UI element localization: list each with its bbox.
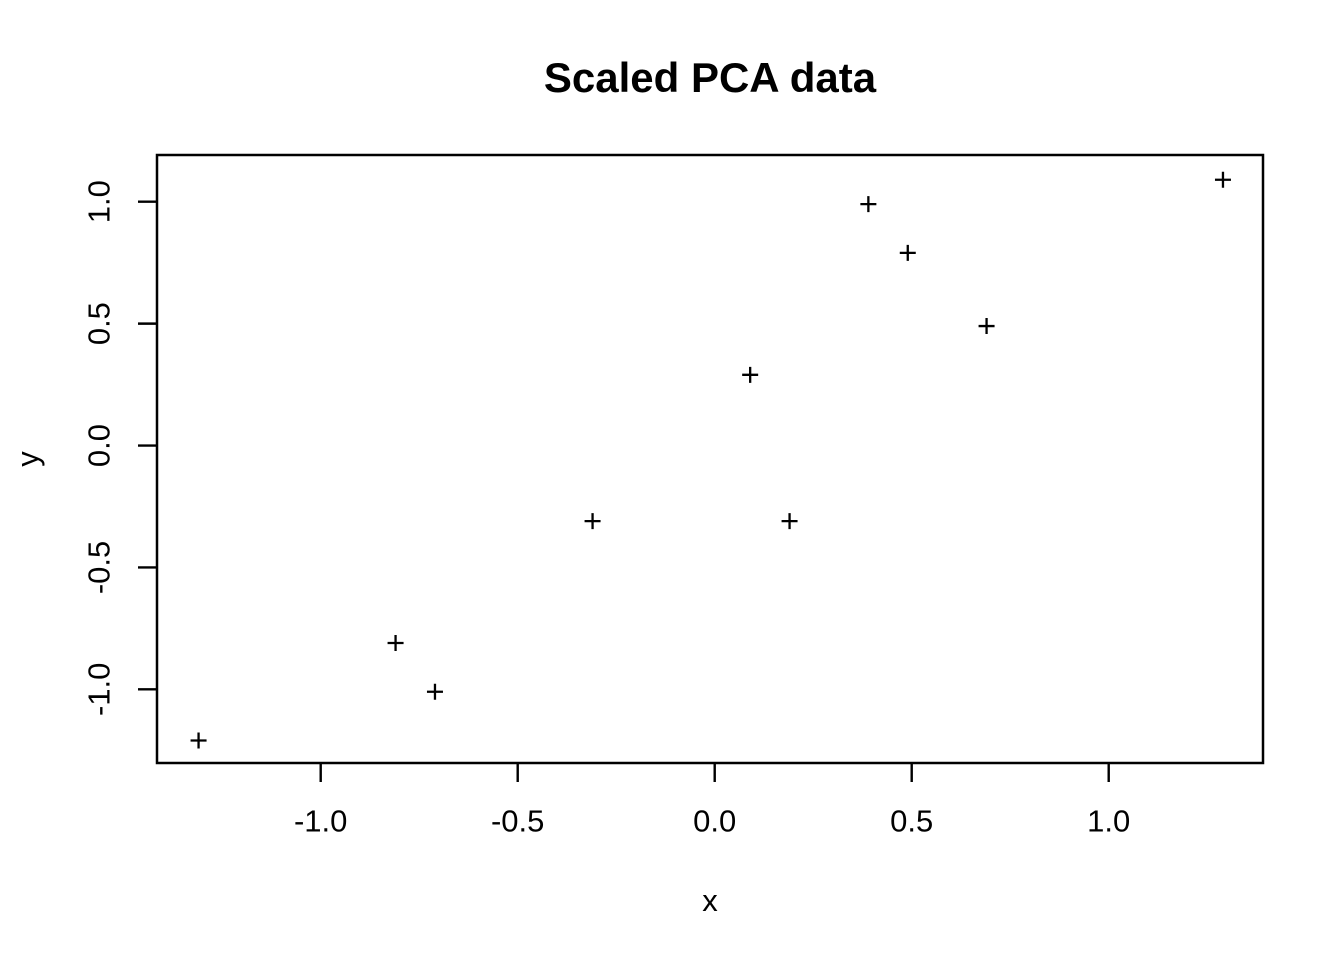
x-tick-label: 0.0: [693, 804, 736, 839]
x-tick-label: 0.5: [890, 804, 933, 839]
x-tick-label: 1.0: [1087, 804, 1130, 839]
data-point-marker: [899, 244, 916, 261]
y-axis-label: y: [10, 451, 45, 467]
y-tick-label: 0.5: [82, 302, 117, 345]
data-point-marker: [742, 366, 759, 383]
x-tick-label: -0.5: [491, 804, 544, 839]
data-point-marker: [190, 732, 207, 749]
data-point-marker: [387, 634, 404, 651]
data-point-marker: [426, 683, 443, 700]
x-tick-label: -1.0: [294, 804, 347, 839]
y-tick-label: -1.0: [82, 663, 117, 716]
chart-title: Scaled PCA data: [543, 54, 877, 101]
x-axis-label: x: [702, 883, 718, 918]
data-point-marker: [781, 513, 798, 530]
plot-box: [155, 153, 1265, 765]
y-tick-label: -0.5: [82, 541, 117, 594]
data-point-marker: [1214, 171, 1231, 188]
y-tick-label: 0.0: [82, 424, 117, 467]
y-tick-label: 1.0: [82, 180, 117, 223]
data-point-marker: [584, 513, 601, 530]
data-point-marker: [978, 318, 995, 335]
data-point-marker: [860, 196, 877, 213]
